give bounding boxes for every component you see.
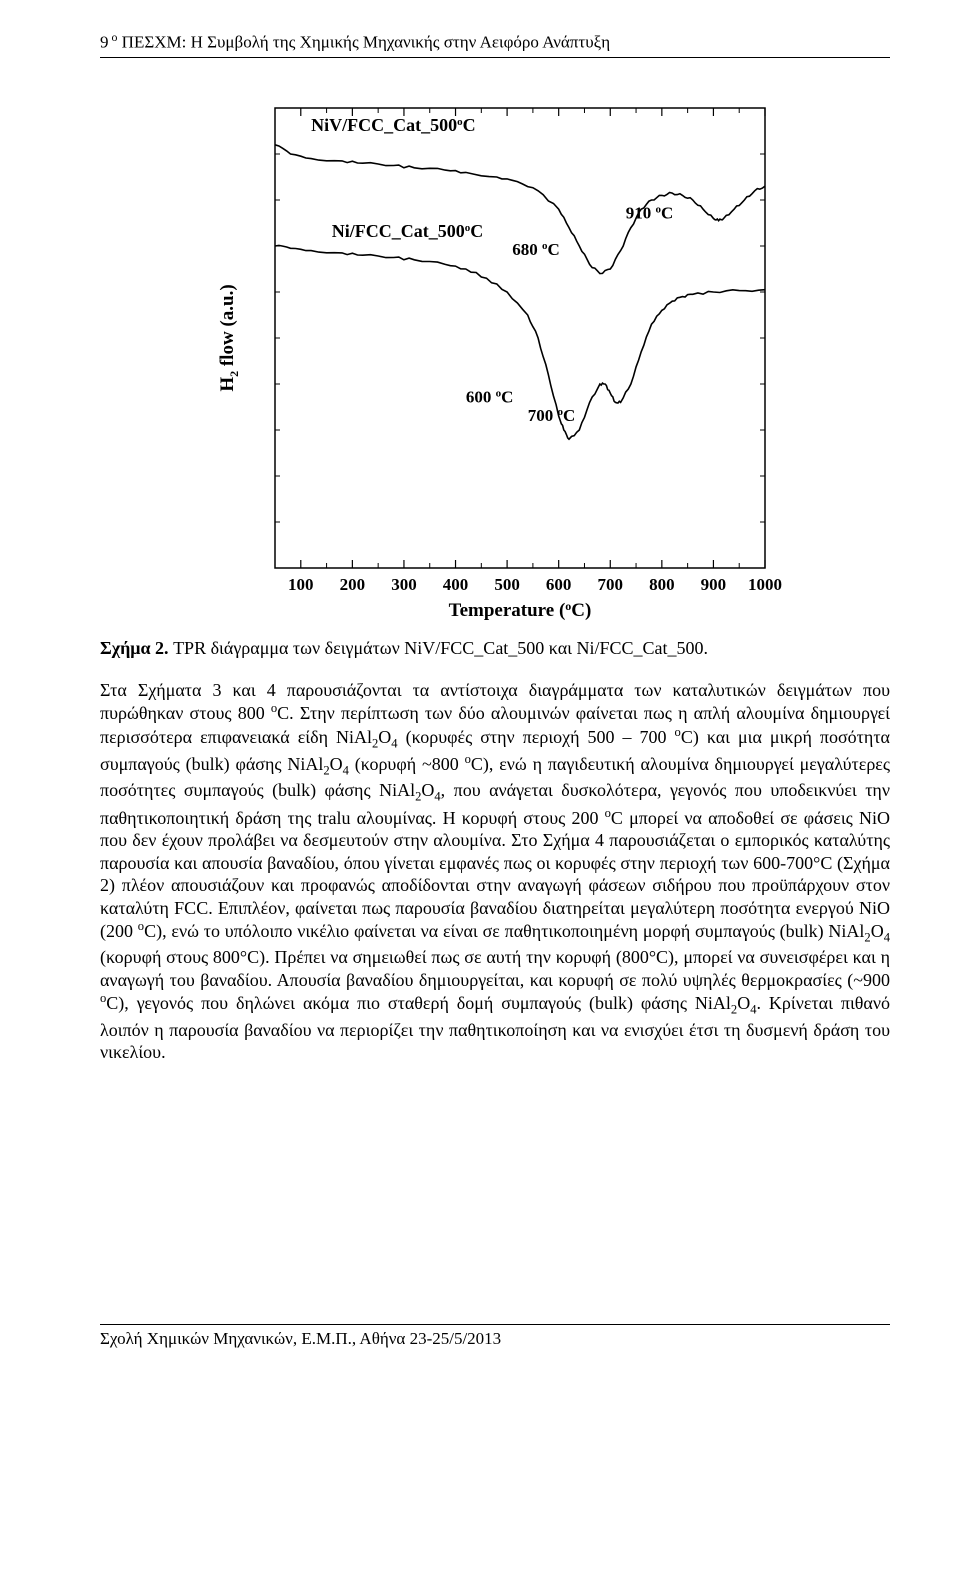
peak-label: 600 oC: [466, 387, 514, 406]
x-tick-label: 600: [546, 575, 572, 594]
x-axis-label: Temperature (oC): [449, 599, 592, 621]
page-header: 9 ο ΠΕΣΧΜ: Η Συμβολή της Χημικής Μηχανικ…: [100, 30, 890, 58]
x-tick-label: 900: [701, 575, 727, 594]
x-tick-label: 200: [340, 575, 366, 594]
peak-label: 700 oC: [528, 405, 576, 424]
x-tick-label: 500: [494, 575, 519, 594]
figure-caption: Σχήμα 2. TPR διάγραμμα των δειγμάτων NiV…: [100, 638, 890, 659]
body-paragraph: Στα Σχήματα 3 και 4 παρουσιάζονται τα αν…: [100, 679, 890, 1064]
x-tick-label: 700: [598, 575, 624, 594]
x-tick-label: 1000: [748, 575, 782, 594]
curve-label: Ni/FCC_Cat_500oC: [332, 220, 484, 240]
y-axis-label: H2 flow (a.u.): [217, 284, 241, 391]
x-tick-label: 300: [391, 575, 417, 594]
x-tick-label: 100: [288, 575, 314, 594]
peak-label: 680 oC: [512, 240, 560, 259]
x-tick-label: 800: [649, 575, 675, 594]
page-footer: Σχολή Χημικών Μηχανικών, Ε.Μ.Π., Αθήνα 2…: [100, 1324, 890, 1349]
caption-text: TPR διάγραμμα των δειγμάτων NiV/FCC_Cat_…: [169, 638, 708, 658]
figure-container: 100 200 300 400 500 600 700 800 900 1000 Temperatu…: [100, 88, 890, 628]
tpr-chart: 100 200 300 400 500 600 700 800 900 1000 Temperatu…: [205, 88, 785, 628]
curve-label: NiV/FCC_Cat_500oC: [311, 115, 476, 135]
x-tick-label: 400: [443, 575, 469, 594]
peak-label: 910 oC: [626, 203, 674, 222]
caption-lead: Σχήμα 2.: [100, 638, 169, 658]
